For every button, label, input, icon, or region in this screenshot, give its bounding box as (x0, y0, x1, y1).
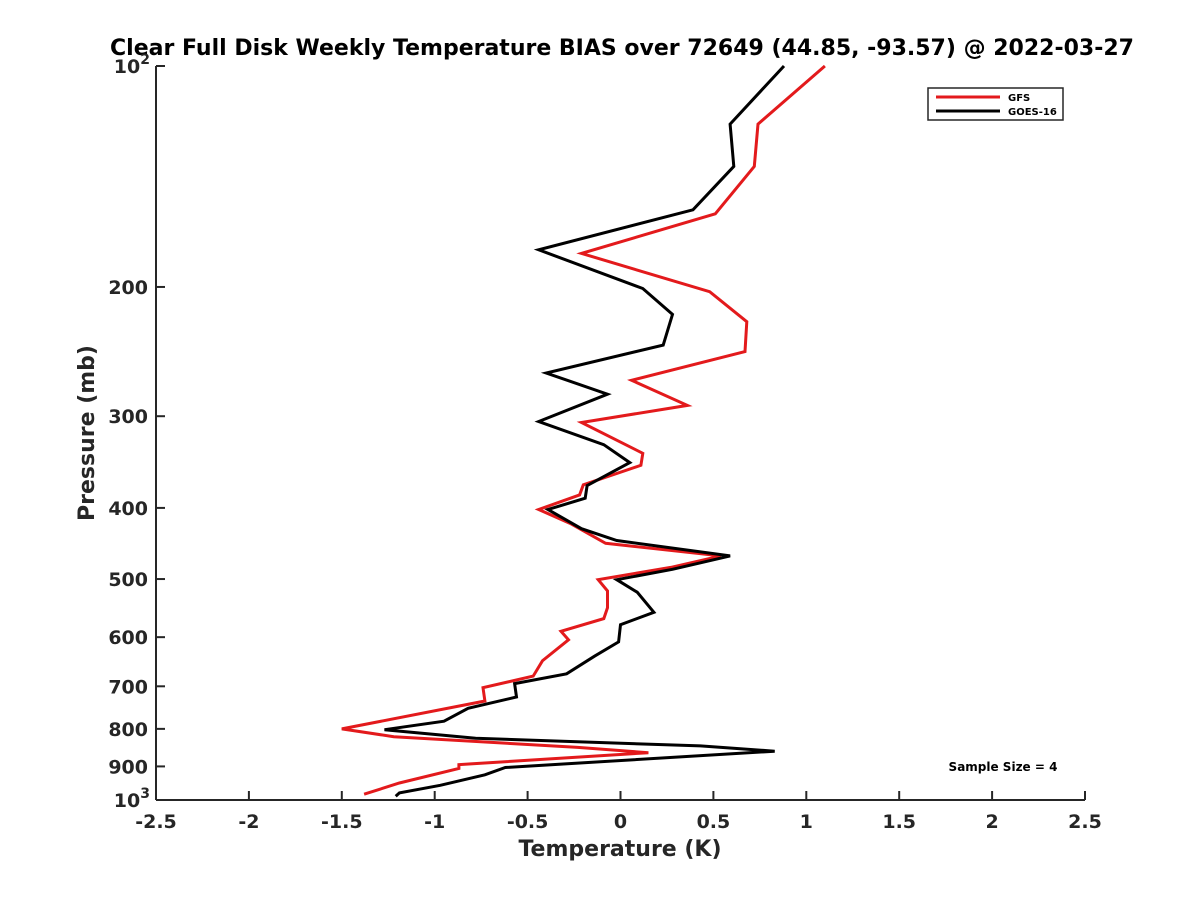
x-axis-label: Temperature (K) (518, 837, 721, 862)
x-tick-label: 2.5 (1068, 811, 1102, 833)
x-axis-ticks: -2.5 -2 -1.5 -1 -0.5 0 0.5 1 1.5 2 2.5 (135, 791, 1102, 833)
y-axis-ticks: 102 200 300 400 500 600 700 800 900 103 (108, 52, 165, 812)
y-axis-label: Pressure (mb) (75, 345, 100, 521)
axes (155, 66, 1085, 801)
x-tick-label: -2.5 (135, 811, 177, 833)
chart-title: Clear Full Disk Weekly Temperature BIAS … (110, 36, 1134, 61)
legend: GFS GOES-16 (927, 87, 1064, 121)
legend-label: GOES-16 (1008, 107, 1057, 118)
x-tick-label: 0.5 (697, 811, 731, 833)
x-tick-label: 0 (614, 811, 627, 833)
x-tick-label: -1.5 (321, 811, 363, 833)
x-tick-label: -0.5 (507, 811, 549, 833)
y-tick-label: 400 (108, 498, 148, 520)
x-tick-label: -2 (238, 811, 259, 833)
x-tick-label: 2 (985, 811, 998, 833)
series-line-goes-16 (384, 64, 786, 798)
plot-lines (341, 64, 826, 798)
y-tick-label: 800 (108, 719, 148, 741)
y-tick-label: 300 (108, 406, 148, 428)
y-tick-label: 700 (108, 676, 148, 698)
series-line-gfs (341, 64, 826, 796)
y-tick-label: 103 (114, 786, 150, 812)
x-tick-label: 1.5 (882, 811, 916, 833)
legend-label: GFS (1008, 93, 1030, 104)
y-tick-label: 900 (108, 756, 148, 778)
y-tick-label: 600 (108, 627, 148, 649)
x-tick-label: 1 (800, 811, 813, 833)
y-tick-label: 102 (114, 52, 150, 78)
legend-box (927, 87, 1064, 121)
x-tick-label: -1 (424, 811, 445, 833)
sample-size-annotation: Sample Size = 4 (949, 760, 1058, 774)
y-tick-label: 500 (108, 569, 148, 591)
y-tick-label: 200 (108, 277, 148, 299)
